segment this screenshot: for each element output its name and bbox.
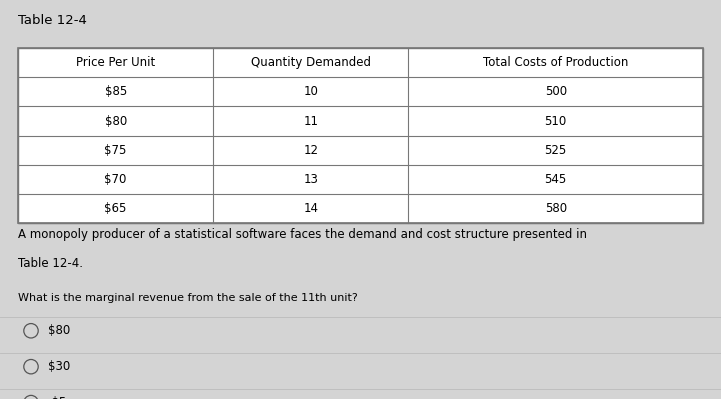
Text: 14: 14 xyxy=(304,202,319,215)
Bar xyxy=(18,48,703,223)
Text: 10: 10 xyxy=(304,85,318,98)
Text: $80: $80 xyxy=(105,115,127,128)
Text: $30: $30 xyxy=(48,360,70,373)
Text: What is the marginal revenue from the sale of the 11th unit?: What is the marginal revenue from the sa… xyxy=(18,293,358,303)
Text: 500: 500 xyxy=(544,85,567,98)
Text: 580: 580 xyxy=(544,202,567,215)
Text: $75: $75 xyxy=(105,144,127,157)
Bar xyxy=(18,48,703,223)
Text: Table 12-4.: Table 12-4. xyxy=(18,257,83,270)
Text: $70: $70 xyxy=(105,173,127,186)
Text: $80: $80 xyxy=(48,324,70,337)
Text: A monopoly producer of a statistical software faces the demand and cost structur: A monopoly producer of a statistical sof… xyxy=(18,228,587,241)
Text: $85: $85 xyxy=(105,85,127,98)
Text: Price Per Unit: Price Per Unit xyxy=(76,56,155,69)
Text: 510: 510 xyxy=(544,115,567,128)
Text: Total Costs of Production: Total Costs of Production xyxy=(483,56,629,69)
Text: -$5: -$5 xyxy=(48,396,67,399)
Text: 13: 13 xyxy=(304,173,318,186)
Text: 545: 545 xyxy=(544,173,567,186)
Text: Table 12-4: Table 12-4 xyxy=(18,14,87,27)
Text: Quantity Demanded: Quantity Demanded xyxy=(251,56,371,69)
Text: 525: 525 xyxy=(544,144,567,157)
Text: $65: $65 xyxy=(105,202,127,215)
Text: 12: 12 xyxy=(304,144,319,157)
Text: 11: 11 xyxy=(304,115,319,128)
